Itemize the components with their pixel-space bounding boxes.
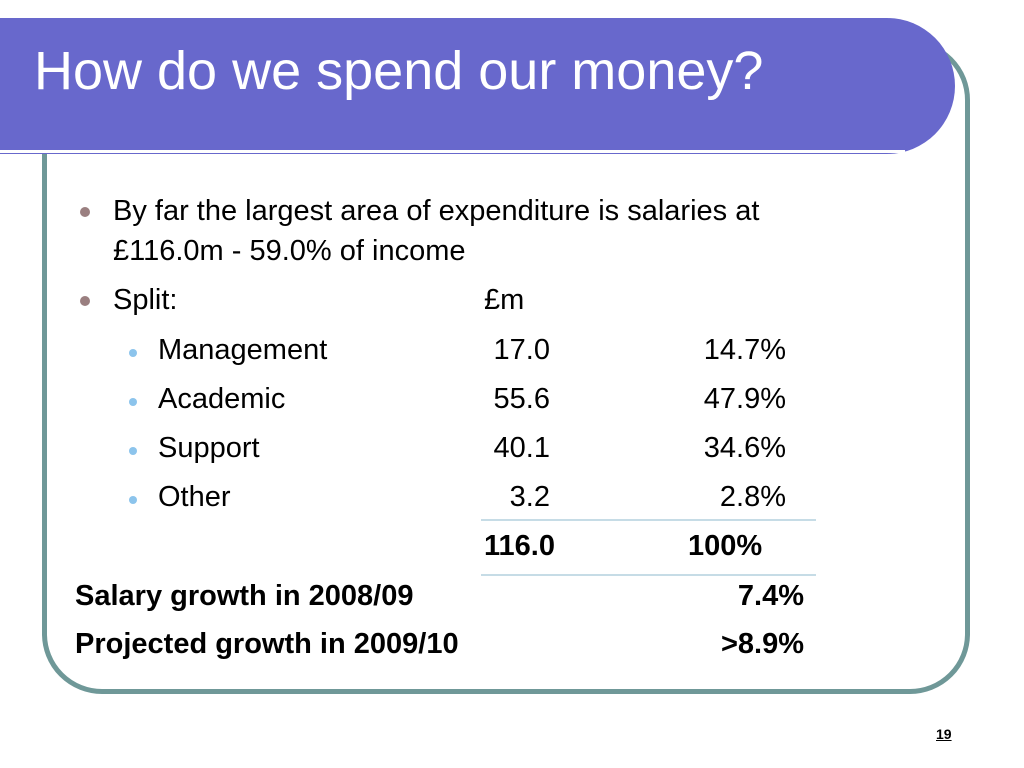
bullet-split xyxy=(80,296,90,306)
projected-growth-label: Projected growth in 2009/10 xyxy=(75,628,459,660)
row-amount-academic: 55.6 xyxy=(493,383,550,415)
intro-line-2: £116.0m - 59.0% of income xyxy=(113,235,466,267)
total-rule-bottom xyxy=(481,574,816,576)
bullet-row xyxy=(129,496,137,504)
total-rule-top xyxy=(481,519,816,521)
title-bar xyxy=(0,18,955,154)
row-label-academic: Academic xyxy=(158,383,286,415)
row-percent-academic: 47.9% xyxy=(703,383,786,415)
row-percent-management: 14.7% xyxy=(703,334,786,366)
projected-growth-value: >8.9% xyxy=(720,628,804,660)
split-label: Split: xyxy=(113,284,178,316)
salary-growth-label: Salary growth in 2008/09 xyxy=(75,580,414,612)
total-amount: 116.0 xyxy=(484,530,555,562)
bullet-row xyxy=(129,398,137,406)
row-label-management: Management xyxy=(158,334,328,366)
title-underline xyxy=(0,150,905,153)
bullet-row xyxy=(129,447,137,455)
row-amount-other: 3.2 xyxy=(509,481,550,513)
unit-header: £m xyxy=(484,284,525,316)
row-label-support: Support xyxy=(158,432,260,464)
row-label-other: Other xyxy=(158,481,231,513)
slide-title: How do we spend our money? xyxy=(34,41,764,101)
bullet-intro xyxy=(80,207,90,217)
bullet-row xyxy=(129,349,137,357)
page-number: 19 xyxy=(936,726,952,742)
total-percent: 100% xyxy=(688,530,763,562)
salary-growth-value: 7.4% xyxy=(737,580,804,612)
intro-line-1: By far the largest area of expenditure i… xyxy=(113,195,760,227)
row-percent-other: 2.8% xyxy=(719,481,786,513)
row-percent-support: 34.6% xyxy=(703,432,786,464)
row-amount-support: 40.1 xyxy=(493,432,550,464)
row-amount-management: 17.0 xyxy=(493,334,550,366)
